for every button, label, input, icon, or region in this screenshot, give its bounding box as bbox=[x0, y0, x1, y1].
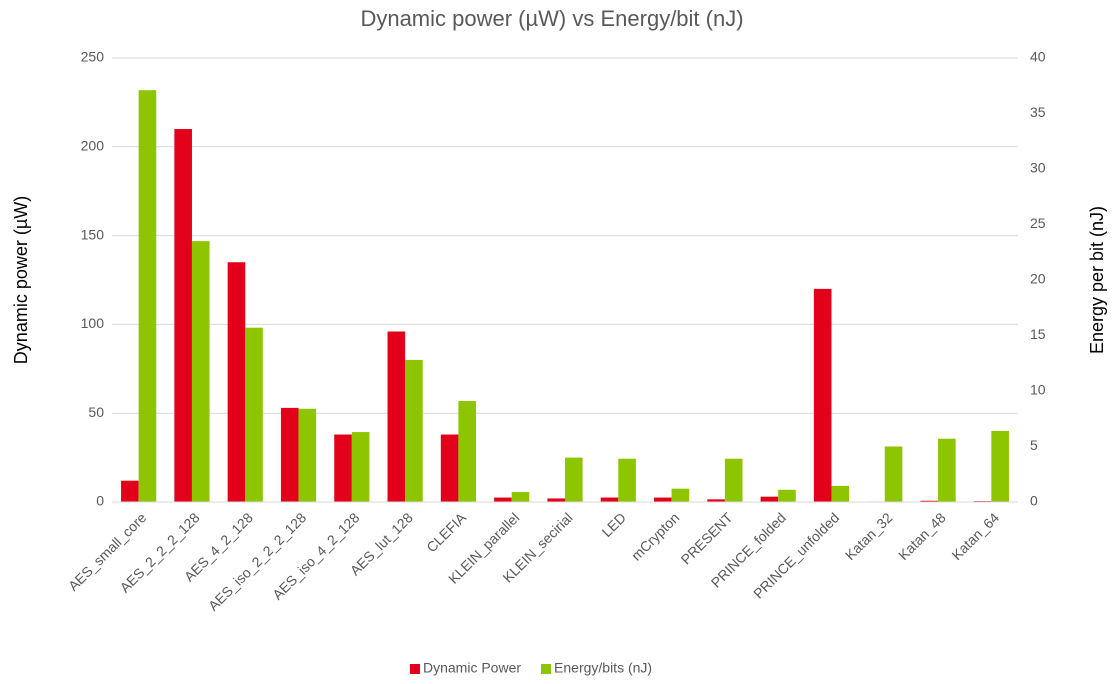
bar bbox=[760, 496, 779, 502]
y2-tick-label: 25 bbox=[1030, 215, 1046, 231]
bar bbox=[458, 400, 476, 502]
y2-tick-label: 5 bbox=[1030, 437, 1038, 453]
x-tick-label: Katan_64 bbox=[948, 509, 1002, 563]
y2-tick-label: 40 bbox=[1030, 49, 1046, 65]
bar bbox=[121, 480, 139, 502]
bar bbox=[191, 241, 210, 502]
bar bbox=[707, 499, 725, 502]
legend-label: Dynamic Power bbox=[423, 660, 521, 676]
bar bbox=[405, 359, 423, 502]
y-axis-title: Dynamic power (µW) bbox=[11, 196, 31, 364]
legend-swatch bbox=[541, 664, 552, 674]
bar bbox=[280, 407, 299, 502]
legend-swatch bbox=[410, 664, 420, 674]
bar bbox=[511, 492, 530, 502]
bar bbox=[494, 497, 512, 502]
bar bbox=[440, 434, 459, 502]
bar bbox=[991, 430, 1009, 502]
bar bbox=[920, 500, 939, 502]
y-tick-label: 200 bbox=[81, 138, 105, 154]
bar bbox=[671, 488, 690, 502]
bar bbox=[547, 498, 565, 502]
y-tick-label: 0 bbox=[96, 493, 104, 509]
y2-tick-label: 30 bbox=[1030, 160, 1046, 176]
y-tick-label: 150 bbox=[81, 226, 105, 242]
y2-tick-label: 0 bbox=[1030, 493, 1038, 509]
legend-label: Energy/bits (nJ) bbox=[554, 660, 652, 676]
bar bbox=[298, 408, 317, 502]
bar bbox=[138, 90, 157, 502]
bar bbox=[334, 434, 352, 502]
y-tick-label: 250 bbox=[81, 49, 105, 65]
bar bbox=[245, 327, 263, 502]
y2-axis-title: Energy per bit (nJ) bbox=[1087, 206, 1107, 354]
bar bbox=[778, 489, 796, 502]
x-tick-label: mCrypton bbox=[628, 509, 682, 563]
chart-title: Dynamic power (µW) vs Energy/bit (nJ) bbox=[360, 6, 743, 31]
bar bbox=[724, 458, 743, 502]
y2-tick-label: 15 bbox=[1030, 326, 1046, 342]
bar bbox=[565, 457, 583, 502]
bar bbox=[938, 438, 956, 502]
x-tick-label: Katan_48 bbox=[895, 509, 949, 563]
x-tick-label: AES_iso_2_2_2_128 bbox=[205, 509, 309, 613]
bar bbox=[351, 432, 370, 502]
bar bbox=[618, 458, 636, 502]
bar bbox=[174, 129, 192, 503]
y2-tick-label: 20 bbox=[1030, 271, 1046, 287]
bar bbox=[654, 497, 672, 502]
y2-tick-label: 35 bbox=[1030, 104, 1046, 120]
bar bbox=[387, 331, 406, 502]
y-tick-label: 100 bbox=[81, 315, 105, 331]
bar bbox=[227, 262, 246, 502]
bar bbox=[831, 485, 850, 502]
bar bbox=[884, 446, 903, 502]
x-tick-label: Katan_32 bbox=[842, 509, 896, 563]
y-tick-label: 50 bbox=[88, 404, 104, 420]
x-tick-label: LED bbox=[598, 509, 629, 540]
bar bbox=[813, 288, 832, 502]
x-tick-label: CLEFIA bbox=[423, 509, 469, 555]
y2-tick-label: 10 bbox=[1030, 382, 1046, 398]
bar bbox=[600, 497, 619, 502]
